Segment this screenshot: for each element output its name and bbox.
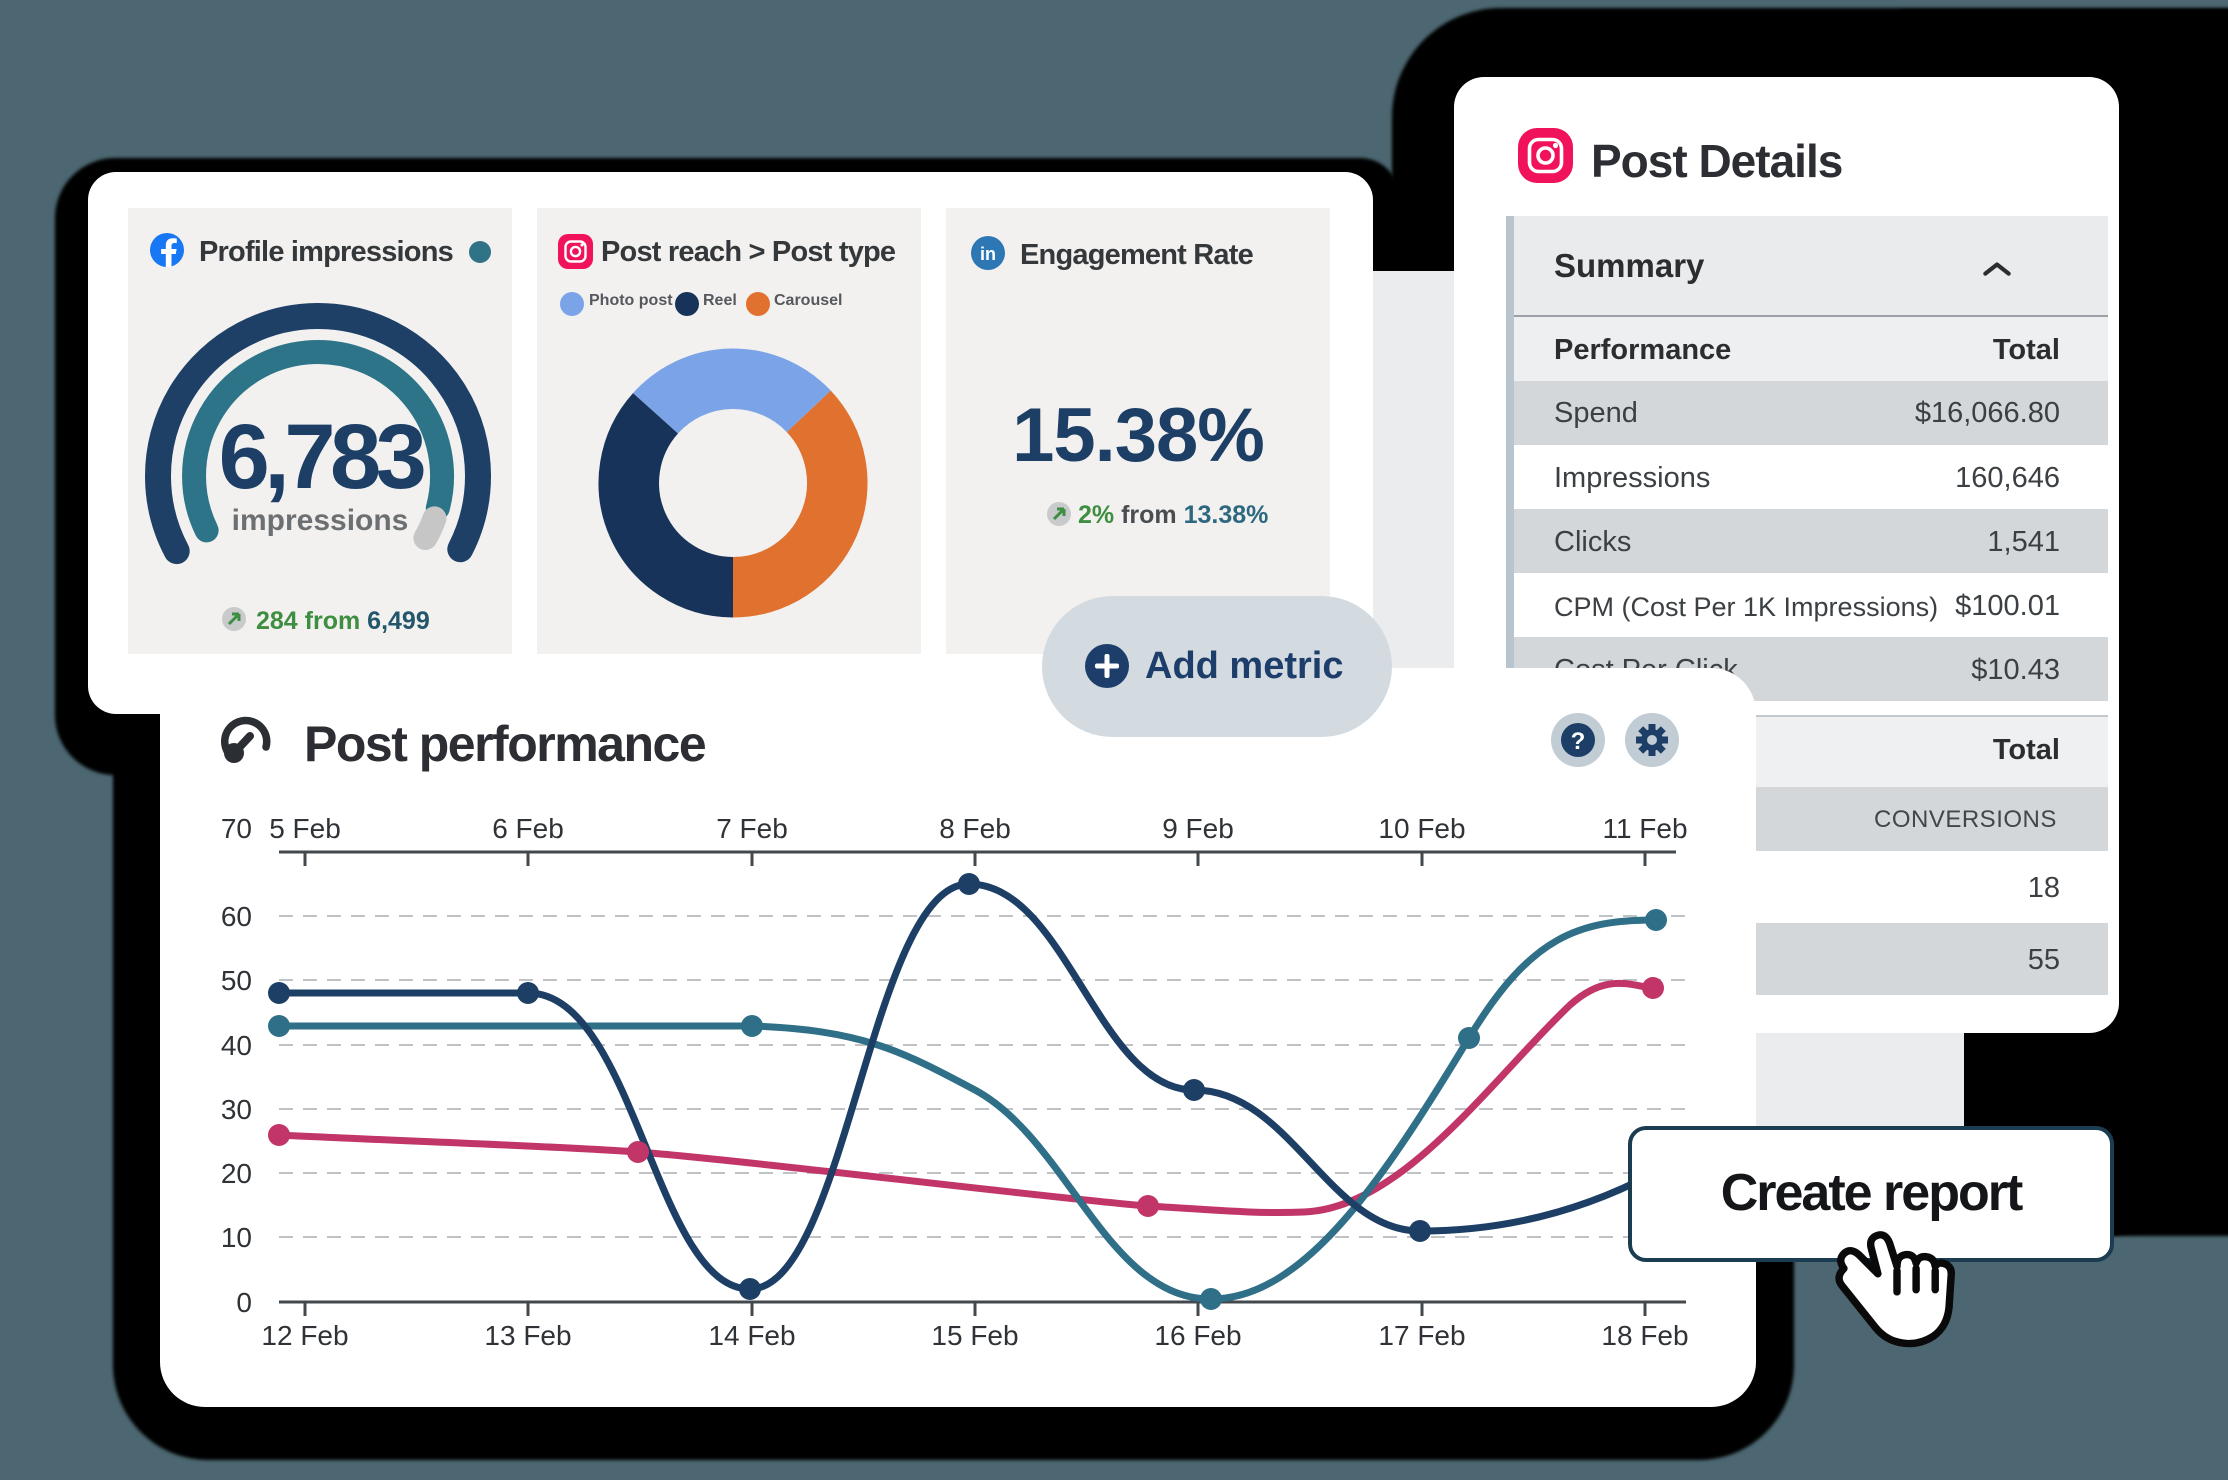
svg-text:20: 20 <box>221 1158 252 1189</box>
svg-text:40: 40 <box>221 1030 252 1061</box>
svg-text:?: ? <box>1571 728 1586 755</box>
svg-text:8 Feb: 8 Feb <box>939 813 1011 844</box>
svg-text:10: 10 <box>221 1222 252 1253</box>
svg-text:7 Feb: 7 Feb <box>716 813 788 844</box>
svg-text:5 Feb: 5 Feb <box>269 813 341 844</box>
svg-text:in: in <box>980 244 996 264</box>
svg-text:0: 0 <box>236 1287 252 1318</box>
svg-text:70: 70 <box>221 813 252 844</box>
svg-text:12 Feb: 12 Feb <box>261 1320 348 1351</box>
svg-text:11 Feb: 11 Feb <box>1602 813 1687 844</box>
svg-text:9 Feb: 9 Feb <box>1162 813 1234 844</box>
svg-text:10 Feb: 10 Feb <box>1378 813 1465 844</box>
svg-text:60: 60 <box>221 901 252 932</box>
svg-text:17 Feb: 17 Feb <box>1378 1320 1465 1351</box>
svg-text:13 Feb: 13 Feb <box>484 1320 571 1351</box>
svg-text:30: 30 <box>221 1094 252 1125</box>
svg-text:6 Feb: 6 Feb <box>492 813 564 844</box>
svg-text:14 Feb: 14 Feb <box>708 1320 795 1351</box>
svg-text:50: 50 <box>221 965 252 996</box>
svg-text:16 Feb: 16 Feb <box>1154 1320 1241 1351</box>
svg-text:15 Feb: 15 Feb <box>931 1320 1018 1351</box>
svg-text:18 Feb: 18 Feb <box>1601 1320 1688 1351</box>
